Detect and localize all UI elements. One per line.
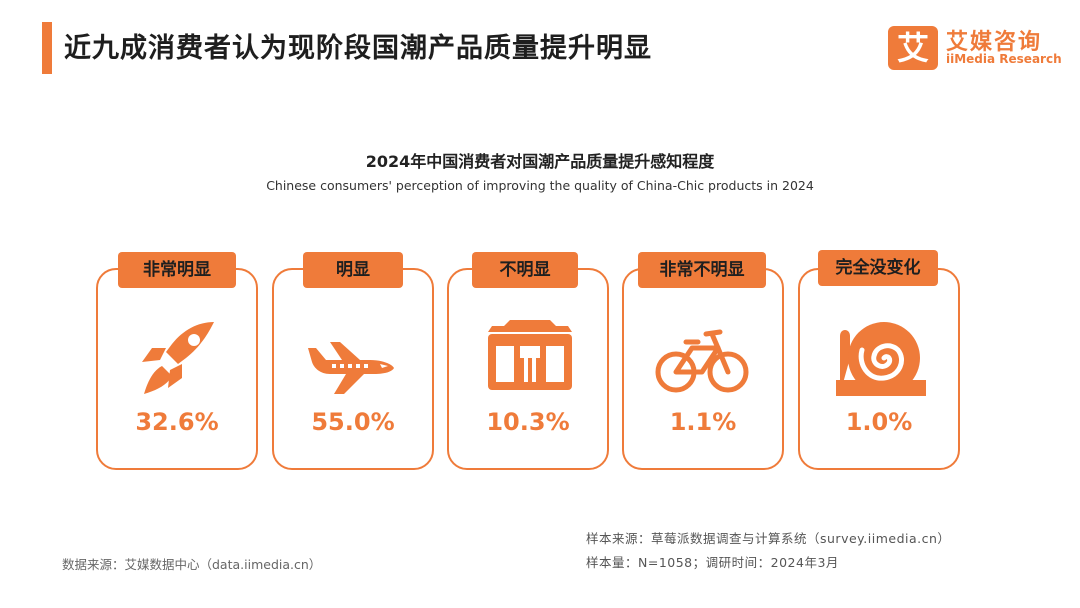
title-accent-bar	[42, 22, 52, 74]
chart-title: 2024年中国消费者对国潮产品质量提升感知程度	[365, 152, 715, 171]
snail-icon	[836, 322, 926, 396]
rocket-icon	[142, 322, 214, 394]
sample-info: 样本量：N=1058；调研时间：2024年3月	[586, 555, 839, 570]
page-title: 近九成消费者认为现阶段国潮产品质量提升明显	[64, 33, 652, 64]
airplane-icon	[308, 342, 394, 394]
logo-mark: 艾	[888, 26, 938, 70]
bicycle-icon	[655, 329, 749, 393]
iimedia-logo: 艾 艾媒咨询 iiMedia Research	[888, 24, 1063, 72]
chart-subtitle: Chinese consumers' perception of improvi…	[266, 178, 814, 193]
sample-source: 样本来源：草莓派数据调查与计算系统（survey.iimedia.cn）	[586, 531, 951, 546]
value-label: 10.3%	[486, 408, 570, 436]
logo-cn-text: 艾媒咨询	[946, 30, 1043, 55]
value-label: 1.1%	[669, 408, 737, 436]
category-label: 非常明显	[118, 252, 236, 288]
category-label: 明显	[303, 252, 403, 288]
value-label: 55.0%	[311, 408, 395, 436]
category-label: 非常不明显	[638, 252, 766, 288]
data-source: 数据来源：艾媒数据中心（data.iimedia.cn）	[62, 557, 322, 572]
bus-icon	[488, 320, 572, 390]
category-label: 不明显	[472, 252, 578, 288]
logo-en-text: iiMedia Research	[946, 52, 1062, 66]
category-label: 完全没变化	[818, 250, 938, 286]
value-label: 1.0%	[845, 408, 913, 436]
value-label: 32.6%	[135, 408, 219, 436]
